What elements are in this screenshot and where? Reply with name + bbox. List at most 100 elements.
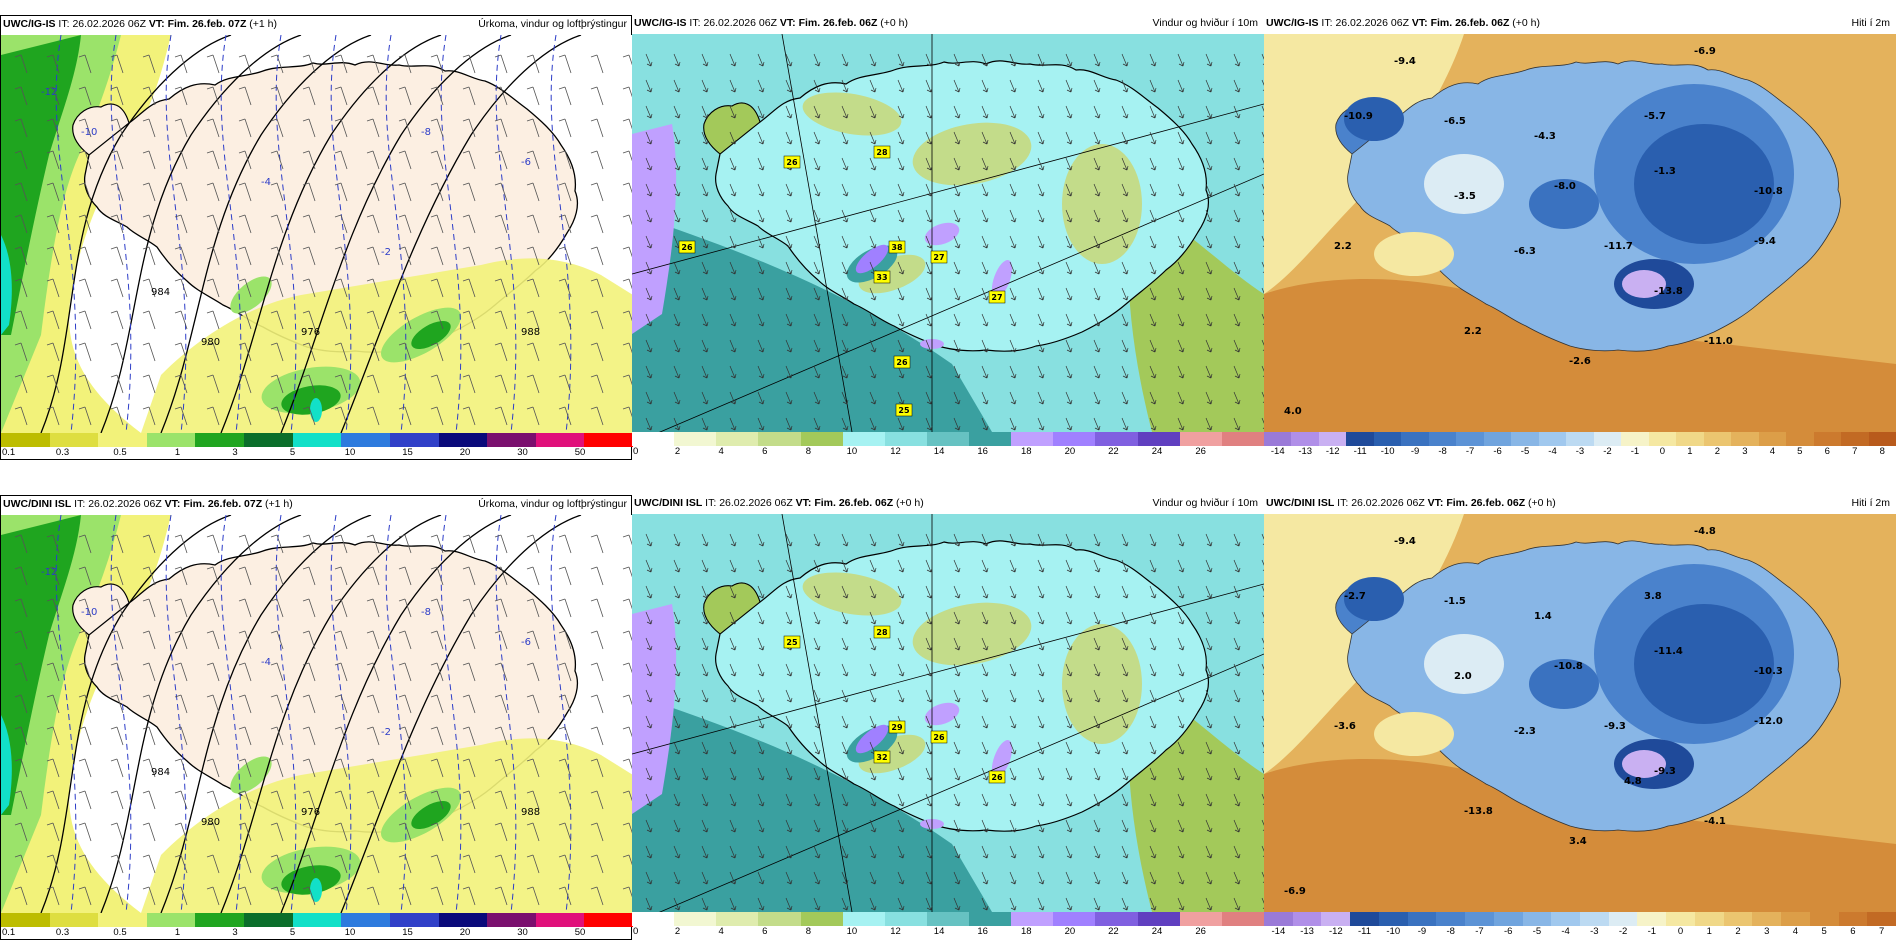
wind-barb bbox=[366, 150, 380, 170]
wind-arrow bbox=[1205, 741, 1213, 755]
temp-value-label: -4.1 bbox=[1704, 816, 1726, 827]
wind-arrow bbox=[1233, 365, 1241, 379]
wind-arrow bbox=[1233, 157, 1241, 171]
temp-contour bbox=[440, 515, 462, 913]
colorbar-swatch bbox=[884, 432, 928, 446]
wind-barb bbox=[526, 822, 540, 842]
wind-barb bbox=[494, 662, 508, 682]
wind-arrow bbox=[645, 287, 653, 301]
wind-arrow bbox=[701, 287, 709, 301]
wind-barb bbox=[46, 406, 60, 426]
wind-arrow bbox=[981, 715, 989, 729]
wind-barb bbox=[14, 534, 28, 554]
colorbar-tick-label: 3 bbox=[232, 927, 238, 938]
wind-arrow bbox=[1093, 287, 1101, 301]
wind-arrow bbox=[1177, 845, 1185, 859]
wind-arrow bbox=[673, 611, 681, 625]
wind-arrow bbox=[1093, 611, 1101, 625]
wind-barb bbox=[302, 246, 316, 266]
wind-barb bbox=[270, 566, 284, 586]
wind-barb bbox=[238, 662, 252, 682]
wind-arrow bbox=[757, 157, 765, 171]
wind-arrow bbox=[897, 559, 905, 573]
wind-barb bbox=[494, 758, 508, 778]
temp-value-label: -6.5 bbox=[1444, 116, 1466, 127]
colorbar-swatch bbox=[1011, 912, 1054, 926]
wind-barb bbox=[302, 182, 316, 202]
wind-arrow bbox=[813, 767, 821, 781]
wind-barb bbox=[334, 822, 348, 842]
it-label: IT: bbox=[74, 498, 86, 510]
wind-arrow bbox=[1093, 897, 1101, 911]
cold-interior-core bbox=[1634, 124, 1774, 244]
wind-barb bbox=[558, 86, 572, 106]
wind-arrow bbox=[1233, 741, 1241, 755]
wind-arrow bbox=[785, 689, 793, 703]
colorbar-swatch bbox=[1401, 432, 1430, 446]
wind-barb bbox=[14, 406, 28, 426]
wind-arrow bbox=[645, 391, 653, 405]
colorbar-swatch bbox=[1378, 912, 1409, 926]
colorbar-swatch bbox=[969, 432, 1012, 446]
wind-arrow bbox=[1177, 663, 1185, 677]
cold-pool bbox=[1529, 179, 1599, 229]
wind-arrow bbox=[1065, 131, 1073, 145]
wind-arrow bbox=[757, 209, 765, 223]
wind-barb bbox=[142, 54, 156, 74]
wind-arrow bbox=[1121, 533, 1129, 547]
it-value: 26.02.2026 06Z bbox=[703, 17, 777, 29]
panel-igis-wind: UWC/IG-IS IT: 26.02.2026 06Z VT: Fim. 26… bbox=[632, 15, 1265, 460]
colorbar-tick-label: 0.3 bbox=[55, 447, 70, 458]
wind-barb bbox=[270, 278, 284, 298]
wind-arrow bbox=[925, 261, 933, 275]
wind-arrow bbox=[785, 79, 793, 93]
panel-dini-precip: UWC/DINI ISL IT: 26.02.2026 06Z VT: Fim.… bbox=[0, 495, 634, 941]
wind-arrow bbox=[645, 339, 653, 353]
wind-barb bbox=[46, 214, 60, 234]
wind-arrow bbox=[953, 209, 961, 223]
wind-arrow bbox=[813, 131, 821, 145]
wind-barb bbox=[78, 598, 92, 618]
wind-arrow bbox=[645, 365, 653, 379]
wind-arrow bbox=[841, 819, 849, 833]
wind-barb bbox=[558, 342, 572, 362]
wind-arrow bbox=[1233, 819, 1241, 833]
wind-barb bbox=[174, 598, 188, 618]
wind-arrow bbox=[1037, 157, 1045, 171]
wind-barb bbox=[78, 630, 92, 650]
glacier-coldest bbox=[1622, 270, 1666, 298]
wind-arrow bbox=[673, 131, 681, 145]
wind-arrow bbox=[1037, 261, 1045, 275]
wind-arrow bbox=[1037, 53, 1045, 67]
gust-max-box bbox=[988, 770, 1006, 784]
wind-arrow bbox=[1177, 585, 1185, 599]
colorbar: 0.1 0.3 0.5 1 3 5 10 15 20 30 50 bbox=[1, 913, 634, 941]
contour-label: 976 bbox=[301, 807, 320, 818]
wind-arrow bbox=[869, 611, 877, 625]
wind-arrow bbox=[1065, 261, 1073, 275]
wind-barb bbox=[110, 630, 124, 650]
wind-arrow bbox=[1093, 313, 1101, 327]
wind-barb bbox=[590, 790, 604, 810]
wind-barb bbox=[270, 726, 284, 746]
wind-arrow bbox=[1205, 767, 1213, 781]
wind-barb bbox=[78, 214, 92, 234]
wind-barb bbox=[494, 566, 508, 586]
wind-arrow bbox=[925, 819, 933, 833]
wind-barb bbox=[46, 790, 60, 810]
wind-arrow bbox=[673, 585, 681, 599]
wind-arrow bbox=[1205, 663, 1213, 677]
wind-arrow bbox=[813, 157, 821, 171]
wind-arrow bbox=[673, 417, 681, 431]
wind-arrow bbox=[729, 131, 737, 145]
wind-arrow bbox=[729, 313, 737, 327]
it-label: IT: bbox=[1337, 497, 1349, 509]
wind-arrow bbox=[1093, 585, 1101, 599]
wind-arrow bbox=[757, 105, 765, 119]
wind-arrow bbox=[1261, 559, 1264, 571]
wind-arrow bbox=[673, 391, 681, 405]
colorbar-tick-label: 1 bbox=[174, 447, 181, 458]
wind-barb bbox=[398, 854, 412, 874]
wind-barb bbox=[558, 598, 572, 618]
wind-arrow bbox=[645, 767, 653, 781]
